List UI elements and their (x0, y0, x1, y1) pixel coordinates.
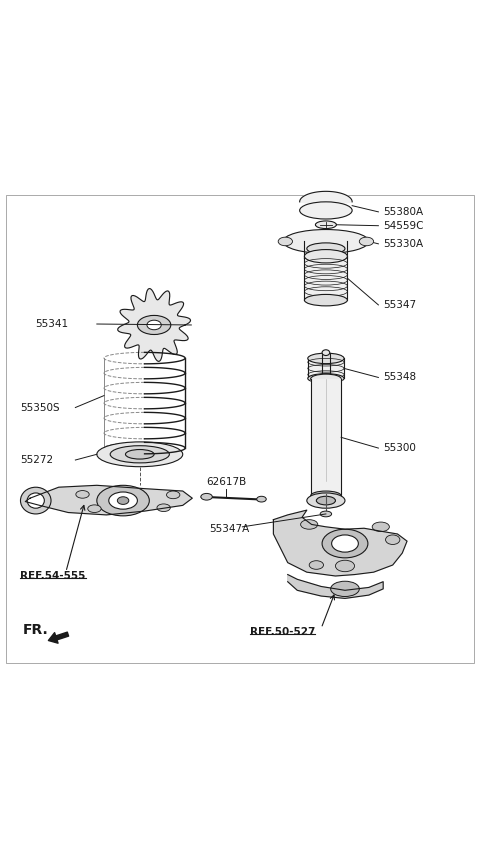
Ellipse shape (309, 561, 324, 570)
Text: REF.54-555: REF.54-555 (21, 571, 86, 581)
Polygon shape (25, 486, 192, 515)
Text: 55348: 55348 (383, 372, 416, 383)
Ellipse shape (167, 491, 180, 498)
Ellipse shape (360, 237, 373, 245)
Polygon shape (274, 511, 407, 576)
Ellipse shape (307, 243, 345, 254)
Text: 55347A: 55347A (209, 524, 249, 535)
Text: 55300: 55300 (383, 443, 416, 453)
Ellipse shape (97, 442, 183, 467)
Ellipse shape (372, 522, 389, 532)
Polygon shape (288, 575, 383, 598)
Text: FR.: FR. (23, 624, 48, 637)
Ellipse shape (322, 376, 330, 382)
Ellipse shape (304, 294, 348, 305)
Ellipse shape (304, 252, 348, 264)
Ellipse shape (315, 221, 336, 228)
Ellipse shape (157, 504, 170, 511)
Ellipse shape (311, 374, 341, 384)
Ellipse shape (110, 445, 169, 462)
FancyArrowPatch shape (48, 632, 69, 644)
Ellipse shape (307, 493, 345, 508)
Text: 62617B: 62617B (206, 477, 247, 487)
Ellipse shape (147, 320, 161, 329)
Ellipse shape (322, 350, 330, 355)
Polygon shape (118, 288, 191, 361)
Ellipse shape (97, 486, 149, 516)
Ellipse shape (311, 491, 341, 500)
Ellipse shape (76, 491, 89, 498)
Polygon shape (300, 191, 352, 210)
Text: 55347: 55347 (383, 300, 416, 310)
Ellipse shape (308, 353, 344, 364)
Ellipse shape (117, 497, 129, 505)
Polygon shape (308, 359, 344, 378)
Ellipse shape (332, 535, 359, 553)
Ellipse shape (278, 237, 292, 245)
Ellipse shape (320, 511, 332, 517)
Ellipse shape (201, 493, 212, 500)
Ellipse shape (385, 535, 400, 545)
Text: 55330A: 55330A (383, 239, 423, 249)
Ellipse shape (257, 496, 266, 502)
Text: 55350S: 55350S (21, 402, 60, 413)
Text: REF.50-527: REF.50-527 (250, 627, 315, 637)
Ellipse shape (283, 230, 369, 253)
Ellipse shape (331, 581, 360, 596)
Polygon shape (304, 257, 348, 300)
Text: 54559C: 54559C (383, 221, 424, 231)
Text: 55341: 55341 (35, 319, 68, 329)
Ellipse shape (88, 505, 101, 512)
Ellipse shape (137, 316, 171, 335)
Ellipse shape (322, 529, 368, 558)
Ellipse shape (308, 373, 344, 384)
Ellipse shape (109, 492, 137, 509)
Text: 55380A: 55380A (383, 207, 423, 217)
Polygon shape (311, 379, 341, 496)
Ellipse shape (336, 560, 355, 571)
Text: 55272: 55272 (21, 455, 54, 465)
Ellipse shape (300, 520, 318, 529)
Ellipse shape (300, 202, 352, 219)
Ellipse shape (304, 250, 348, 263)
Ellipse shape (125, 450, 154, 459)
Ellipse shape (316, 496, 336, 505)
Ellipse shape (27, 493, 44, 508)
Ellipse shape (21, 487, 51, 514)
